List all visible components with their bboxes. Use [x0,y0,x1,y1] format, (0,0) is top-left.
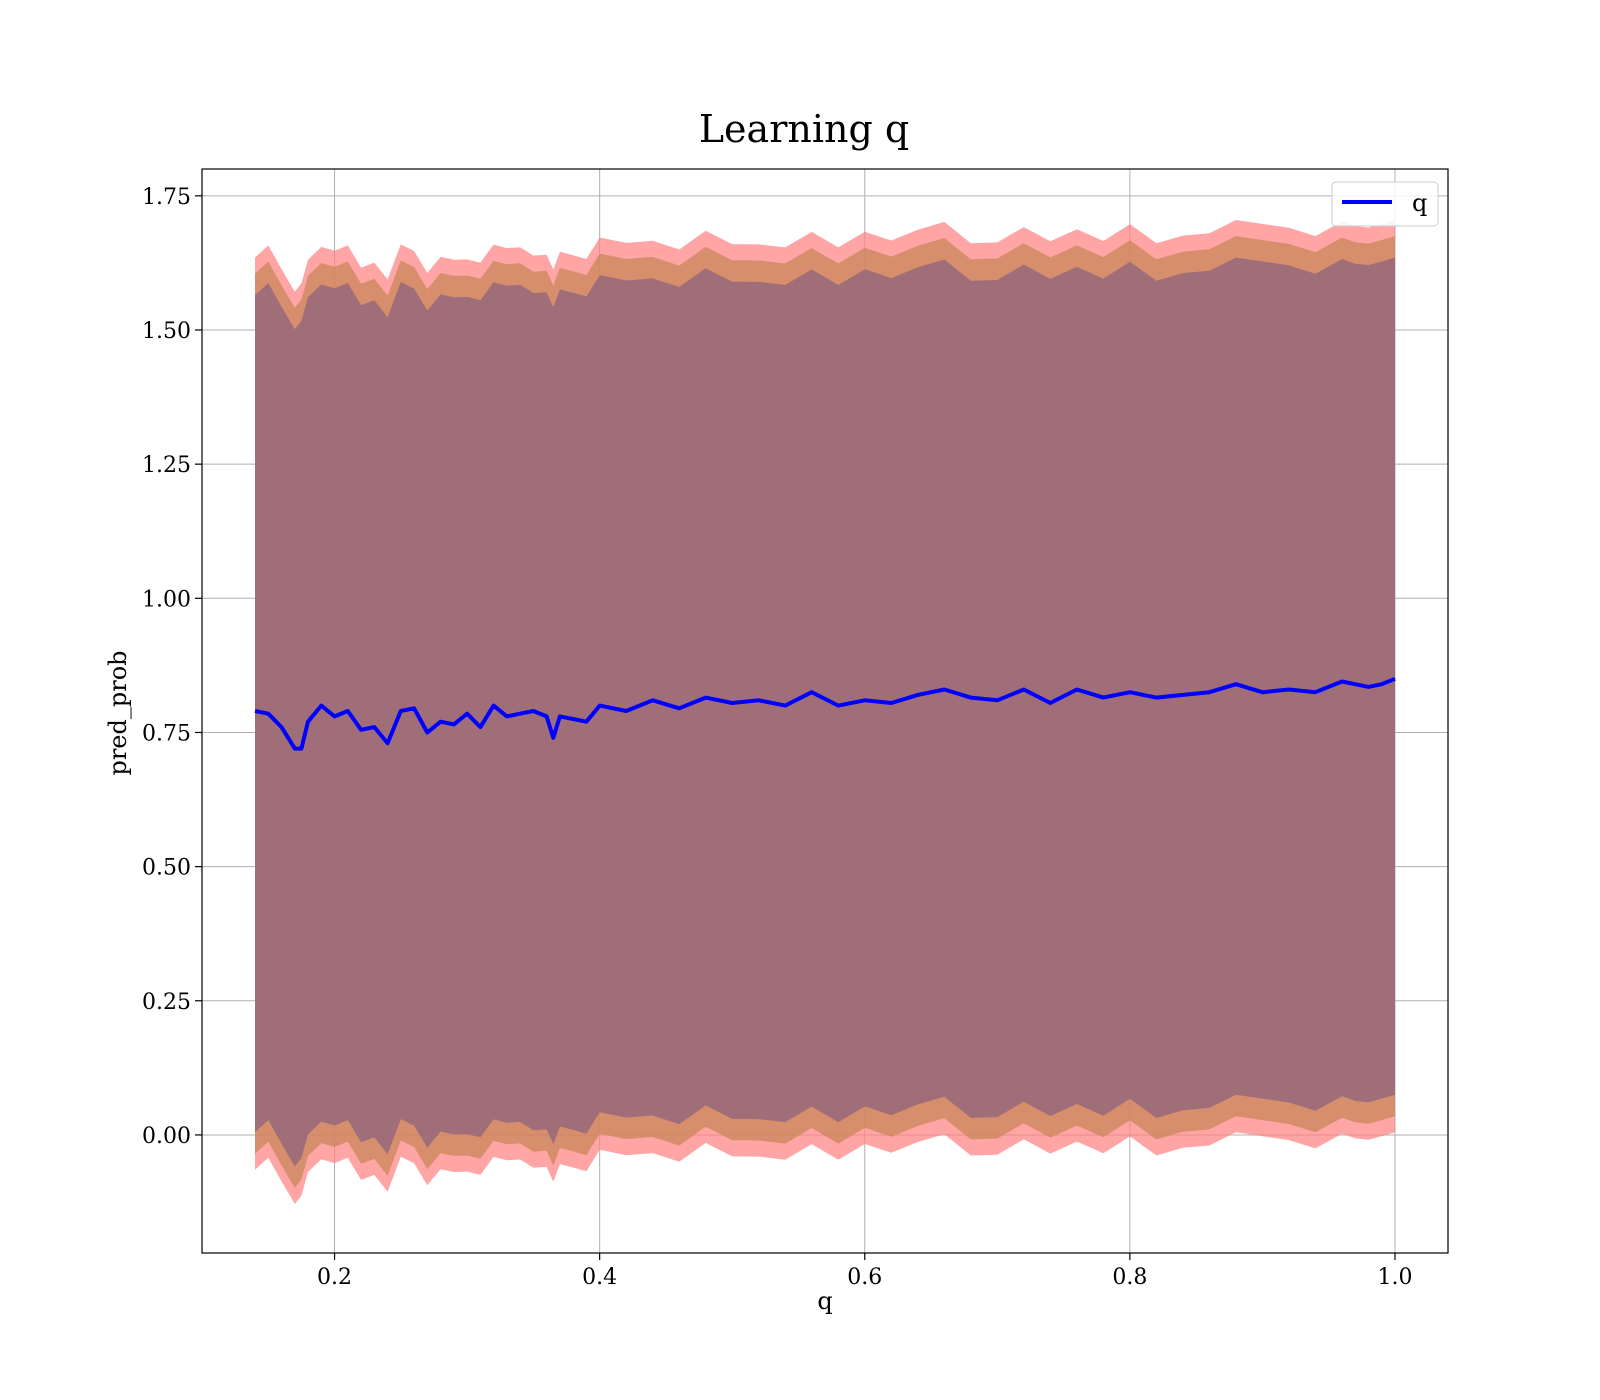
y-tick-label: 1.25 [142,453,191,478]
series-line-q [254,676,1396,751]
y-tick-label: 1.00 [142,587,191,612]
line-layer [254,676,1396,751]
x-tick-label: 1.0 [1377,1265,1412,1290]
y-tick-label: 1.75 [142,185,191,210]
x-tick-label: 0.8 [1112,1265,1147,1290]
y-tick-label: 0.50 [142,856,191,881]
x-tick-label: 0.4 [582,1265,617,1290]
y-axis-label: pred_prob [104,650,132,775]
y-tick-label: 1.50 [142,319,191,344]
tick-layer: 0.2 0.4 0.6 0.8 1.0 0.00 0.25 0.50 0.75 1.00 1.25 1… [142,185,1412,1290]
chart-title: Learning q [699,107,909,151]
band-layer [255,220,1395,1204]
x-tick-label: 0.6 [847,1265,882,1290]
plot-frame [201,168,1449,1254]
y-tick-label: 0.00 [142,1124,191,1149]
y-tick-label: 0.25 [142,990,191,1015]
x-tick-label: 0.2 [317,1265,352,1290]
band-inner [255,257,1395,1167]
legend: q [1331,181,1439,227]
legend-label-q: q [1412,189,1427,217]
x-axis-label: q [817,1287,832,1315]
y-tick-label: 0.75 [142,721,191,746]
